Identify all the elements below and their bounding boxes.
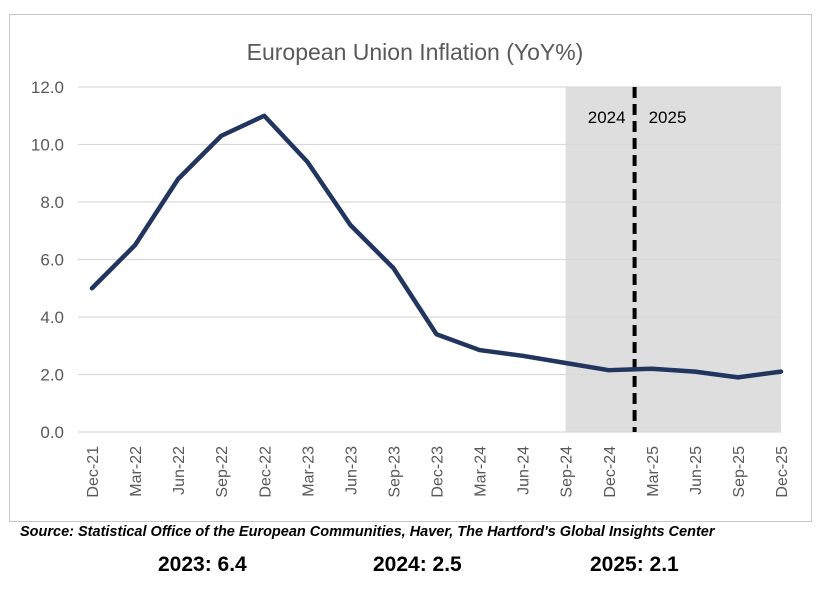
- x-tick-label: Sep-23: [386, 446, 403, 498]
- y-tick-label: 12.0: [31, 78, 64, 97]
- series-lines: [89, 113, 784, 380]
- y-axis-tick-labels: 0.0 2.0 4.0 6.0 8.0 10.0 12.0: [31, 78, 64, 442]
- y-tick-label: 8.0: [40, 193, 64, 212]
- gridlines: [78, 86, 781, 433]
- x-tick-label: Jun-24: [516, 446, 533, 495]
- summary-2025: 2025: 2.1: [590, 553, 679, 576]
- x-tick-label: Dec-25: [774, 446, 791, 498]
- y-tick-label: 2.0: [40, 366, 64, 385]
- x-tick-label: Dec-23: [430, 446, 447, 498]
- x-tick-label: Mar-22: [128, 446, 145, 497]
- y-tick-label: 0.0: [40, 423, 64, 442]
- x-tick-label: Mar-23: [300, 446, 317, 497]
- x-tick-label: Sep-25: [731, 446, 748, 498]
- x-tick-label: Jun-23: [343, 446, 360, 495]
- y-tick-label: 10.0: [31, 136, 64, 155]
- y-tick-label: 6.0: [40, 251, 64, 270]
- chart-title: European Union Inflation (YoY%): [247, 39, 584, 65]
- source-note: Source: Statistical Office of the Europe…: [20, 524, 715, 540]
- divider-label-right: 2025: [649, 108, 687, 127]
- x-tick-label: Dec-22: [257, 446, 274, 498]
- x-axis-tick-labels: Dec-21 Mar-22 Jun-22 Sep-22 Dec-22 Mar-23 Jun-…: [85, 446, 791, 498]
- divider-label-left: 2024: [588, 108, 626, 127]
- x-tick-label: Jun-25: [688, 446, 705, 495]
- x-tick-label: Dec-21: [85, 446, 102, 498]
- x-tick-label: Mar-24: [473, 446, 490, 497]
- x-tick-label: Jun-22: [171, 446, 188, 495]
- chart-frame: [9, 14, 812, 522]
- x-tick-label: Sep-24: [559, 446, 576, 498]
- summary-2023: 2023: 6.4: [158, 553, 247, 576]
- x-tick-label: Dec-24: [602, 446, 619, 498]
- y-tick-label: 4.0: [40, 308, 64, 327]
- summary-2024: 2024: 2.5: [373, 553, 462, 576]
- x-tick-label: Sep-22: [214, 446, 231, 498]
- x-tick-label: Mar-25: [645, 446, 662, 497]
